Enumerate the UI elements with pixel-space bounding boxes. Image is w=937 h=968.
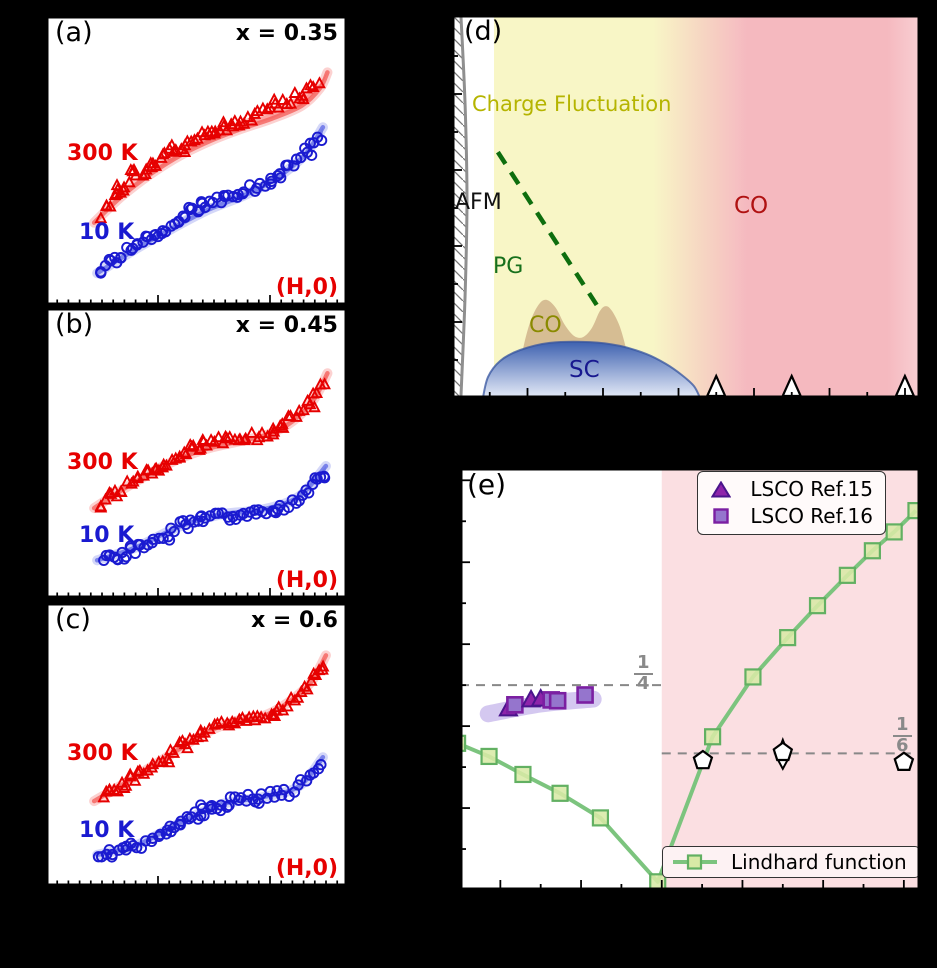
legend-ref16-label: LSCO Ref.16	[750, 504, 873, 528]
panel-d-plot	[452, 15, 920, 398]
co-dome-label: CO	[529, 313, 562, 338]
panel-b-series-10k-label: 10 K	[79, 523, 135, 548]
fraction-one-quarter: 1 4	[634, 653, 653, 694]
panel-a-series-300k-label: 300 K	[67, 141, 138, 166]
panel-a-label: (a)	[55, 17, 93, 48]
legend-row-ref15: LSCO Ref.15	[708, 477, 873, 501]
legend-ref15-label: LSCO Ref.15	[750, 477, 873, 501]
panel-e-plot	[460, 468, 920, 890]
fraction-quarter-denominator: 4	[637, 672, 650, 694]
legend-lindhard-label: Lindhard function	[731, 850, 907, 874]
purple-square-icon	[708, 508, 734, 524]
panel-c-series-10k-label: 10 K	[79, 818, 135, 843]
panel-d-label: (d)	[464, 16, 503, 47]
panel-c-label: (c)	[55, 604, 91, 635]
panel-e: (e) LSCO Ref.15 LSCO Ref.16 1 4 1 6	[460, 468, 920, 890]
afm-region-label: AFM	[455, 190, 502, 215]
sc-dome-label: SC	[569, 357, 600, 383]
panel-b: (b) x = 0.45 300 K 10 K (H,0)	[46, 308, 347, 598]
panel-a-plot	[56, 67, 339, 305]
fraction-quarter-numerator: 1	[634, 653, 653, 675]
panel-c-direction-label: (H,0)	[275, 856, 338, 882]
panel-c-series-300k-label: 300 K	[67, 741, 138, 766]
legend-lindhard: Lindhard function	[662, 846, 920, 878]
co-region-label: CO	[734, 193, 769, 219]
fraction-sixth-numerator: 1	[893, 715, 912, 737]
fraction-sixth-denominator: 6	[896, 734, 909, 756]
panel-a-series-10k-label: 10 K	[79, 220, 135, 245]
panel-a: (a) x = 0.35 300 K 10 K (H,0)	[46, 16, 347, 305]
panel-b-composition: x = 0.45	[235, 313, 338, 338]
fraction-one-sixth: 1 6	[893, 715, 912, 756]
panel-d-phase-diagram: (d) Charge Fluctuation AFM PG CO SC CO	[452, 15, 920, 398]
legend-row-ref16: LSCO Ref.16	[708, 504, 873, 528]
panel-c-plot	[56, 650, 339, 886]
purple-triangle-icon	[708, 480, 734, 498]
panel-a-direction-label: (H,0)	[275, 275, 338, 301]
panel-c-composition: x = 0.6	[251, 608, 338, 633]
panel-c: (c) x = 0.6 300 K 10 K (H,0)	[46, 603, 347, 886]
panel-b-label: (b)	[55, 309, 94, 340]
charge-fluctuation-region-label: Charge Fluctuation	[472, 92, 672, 116]
panel-a-composition: x = 0.35	[235, 21, 338, 46]
panel-b-series-300k-label: 300 K	[67, 450, 138, 475]
legend-lsco-refs: LSCO Ref.15 LSCO Ref.16	[697, 471, 886, 535]
panel-e-label: (e)	[467, 468, 507, 501]
pg-region-label: PG	[493, 254, 524, 279]
panel-b-plot	[56, 368, 339, 598]
panel-b-direction-label: (H,0)	[275, 568, 338, 594]
lindhard-line-marker-icon	[671, 853, 719, 871]
